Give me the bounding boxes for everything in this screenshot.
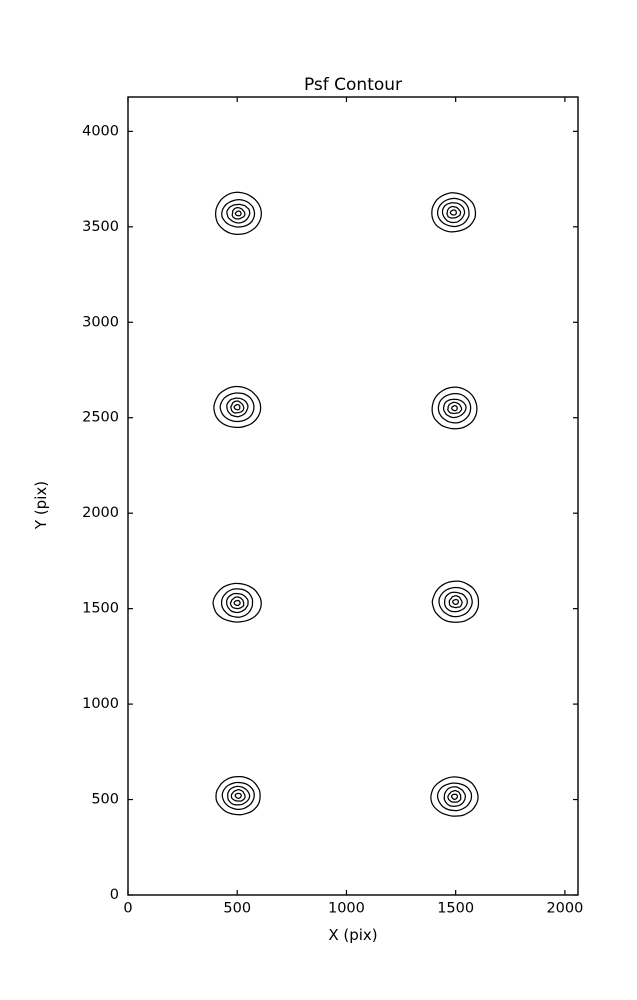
contour-level-2 xyxy=(221,199,256,228)
y-tick-label: 0 xyxy=(110,887,119,903)
contour-level-1 xyxy=(431,580,480,623)
contour-level-5 xyxy=(234,792,242,799)
contour-level-1 xyxy=(215,775,261,816)
x-axis-label: X (pix) xyxy=(328,926,377,944)
y-axis-ticks: 0 500 1000 1500 2000 2500 3000 3500 4000 xyxy=(82,123,578,903)
x-tick-label: 1500 xyxy=(437,901,474,917)
contour-level-4 xyxy=(447,401,463,415)
contour-level-3 xyxy=(443,591,468,613)
contour-level-3 xyxy=(226,592,249,614)
y-tick-label: 1000 xyxy=(82,696,119,712)
psf-contour-cluster xyxy=(213,385,262,429)
contour-level-2 xyxy=(436,782,473,812)
psf-contour-cluster xyxy=(431,386,478,430)
contour-level-2 xyxy=(438,586,473,618)
contour-level-5 xyxy=(452,599,459,606)
contour-level-1 xyxy=(430,776,479,817)
contour-level-2 xyxy=(437,392,472,424)
contour-level-1 xyxy=(212,582,262,623)
contour-level-3 xyxy=(442,398,467,419)
y-tick-label: 2000 xyxy=(82,505,119,521)
contour-level-1 xyxy=(213,385,262,429)
psf-contour-cluster xyxy=(430,776,479,817)
contour-level-5 xyxy=(233,599,241,607)
y-tick-label: 3500 xyxy=(82,219,119,235)
psf-contour-cluster xyxy=(215,775,261,816)
y-tick-label: 4000 xyxy=(82,123,119,139)
contour-level-1 xyxy=(431,192,477,233)
contour-level-4 xyxy=(446,205,462,219)
contour-level-2 xyxy=(436,197,470,228)
contour-level-4 xyxy=(448,595,463,609)
contour-level-1 xyxy=(214,191,262,235)
contour-level-5 xyxy=(449,209,457,216)
y-tick-label: 500 xyxy=(91,792,119,808)
x-tick-label: 2000 xyxy=(546,901,583,917)
contour-level-5 xyxy=(451,405,458,412)
y-tick-label: 3000 xyxy=(82,314,119,330)
contour-level-2 xyxy=(221,781,255,810)
contour-level-2 xyxy=(219,392,255,423)
y-tick-label: 1500 xyxy=(82,601,119,617)
x-axis-ticks: 0 500 1000 1500 2000 xyxy=(123,97,583,917)
contour-level-3 xyxy=(441,202,466,224)
psf-contour-cluster xyxy=(431,580,480,623)
axes-frame xyxy=(127,96,579,896)
contour-level-5 xyxy=(233,403,241,411)
contour-level-4 xyxy=(230,789,246,802)
contour-level-3 xyxy=(226,203,251,224)
contour-level-5 xyxy=(451,793,459,801)
contour-level-3 xyxy=(227,785,251,806)
contour-level-4 xyxy=(229,596,245,610)
contour-level-2 xyxy=(220,588,254,618)
psf-contour-cluster xyxy=(212,582,262,623)
page-title: Psf Contour xyxy=(304,75,402,95)
contour-level-4 xyxy=(231,206,246,220)
psf-contour-cluster xyxy=(214,191,262,235)
psf-contour-cluster xyxy=(431,192,477,233)
y-tick-label: 2500 xyxy=(82,410,119,426)
x-tick-label: 1000 xyxy=(328,901,365,917)
y-axis-label: Y (pix) xyxy=(32,481,50,530)
contour-level-3 xyxy=(443,786,466,807)
contour-level-4 xyxy=(230,400,245,414)
contour-level-1 xyxy=(431,386,478,430)
contour-level-4 xyxy=(447,789,462,803)
contour-level-3 xyxy=(226,397,249,418)
x-tick-label: 0 xyxy=(123,901,132,917)
contour-group xyxy=(212,191,480,817)
contour-level-5 xyxy=(234,210,242,217)
x-tick-label: 500 xyxy=(223,901,251,917)
